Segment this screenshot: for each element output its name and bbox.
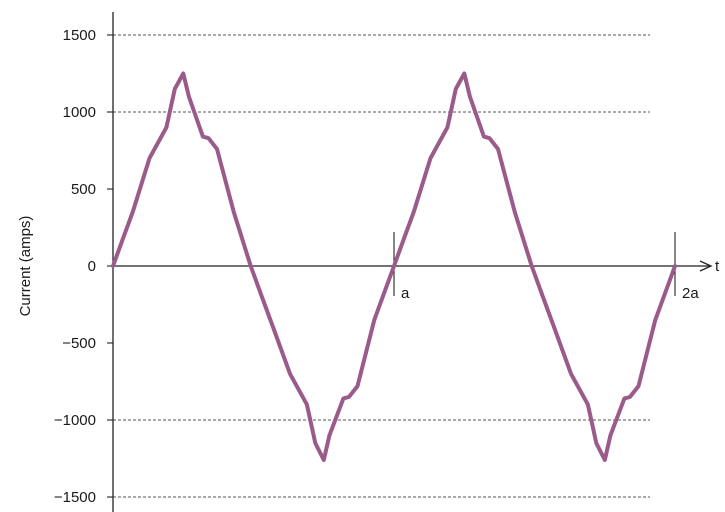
x-axis-arrow-icon — [699, 260, 713, 272]
x-marker-label: 2a — [682, 285, 699, 302]
y-tick-label: −1000 — [54, 412, 96, 429]
y-tick-label: −500 — [62, 335, 96, 352]
x-axis-title: t — [715, 258, 720, 275]
y-tick-labels: 1500 1000 500 0 −500 −1000 −1500 — [54, 27, 113, 506]
grid-lines — [113, 34, 650, 498]
y-tick-label: 0 — [88, 258, 96, 275]
x-marker-label: a — [401, 285, 410, 302]
y-tick-label: 500 — [71, 181, 96, 198]
y-tick-label: 1000 — [63, 104, 96, 121]
x-markers: a 2a — [393, 232, 699, 302]
y-axis-title: Current (amps) — [17, 216, 34, 317]
y-tick-label: 1500 — [63, 27, 96, 44]
y-tick-label: −1500 — [54, 489, 96, 506]
series-layer — [111, 71, 677, 462]
axes: t Current (amps) — [17, 12, 720, 512]
current-series-line — [111, 71, 677, 462]
